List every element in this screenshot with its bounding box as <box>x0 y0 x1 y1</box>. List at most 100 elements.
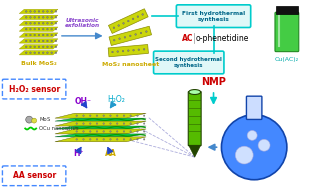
Circle shape <box>47 34 49 36</box>
Circle shape <box>76 139 78 140</box>
Text: NMP: NMP <box>201 77 226 87</box>
Text: AA: AA <box>105 149 116 158</box>
Circle shape <box>142 14 144 15</box>
Circle shape <box>258 139 270 151</box>
Circle shape <box>42 34 44 36</box>
Circle shape <box>130 123 132 124</box>
Circle shape <box>47 11 49 12</box>
Circle shape <box>55 11 57 12</box>
Circle shape <box>42 40 44 42</box>
Circle shape <box>119 38 120 40</box>
Circle shape <box>25 11 27 12</box>
Circle shape <box>130 131 132 132</box>
Circle shape <box>55 16 57 18</box>
Circle shape <box>51 11 53 12</box>
Circle shape <box>25 16 27 18</box>
Circle shape <box>51 22 53 24</box>
Circle shape <box>26 116 33 123</box>
Circle shape <box>42 22 44 24</box>
Polygon shape <box>19 39 58 43</box>
Polygon shape <box>19 9 58 14</box>
Circle shape <box>38 11 40 12</box>
Circle shape <box>42 28 44 30</box>
Circle shape <box>42 11 44 12</box>
Circle shape <box>76 115 78 117</box>
Circle shape <box>127 20 129 22</box>
Circle shape <box>38 52 40 54</box>
Text: Second hydrothermal
synthesis: Second hydrothermal synthesis <box>155 57 222 68</box>
Circle shape <box>127 50 129 52</box>
Circle shape <box>96 123 98 124</box>
Circle shape <box>143 139 145 140</box>
Circle shape <box>96 131 98 132</box>
Circle shape <box>137 131 138 132</box>
FancyBboxPatch shape <box>188 91 201 146</box>
Circle shape <box>235 146 253 164</box>
Circle shape <box>143 115 145 117</box>
Circle shape <box>29 22 31 24</box>
Circle shape <box>129 35 131 37</box>
Circle shape <box>55 46 57 48</box>
FancyBboxPatch shape <box>153 51 224 74</box>
Polygon shape <box>19 15 58 19</box>
Circle shape <box>42 16 44 18</box>
Circle shape <box>55 34 57 36</box>
Circle shape <box>29 28 31 30</box>
Text: H⁺: H⁺ <box>74 149 84 158</box>
Circle shape <box>83 115 84 117</box>
Circle shape <box>89 131 91 132</box>
Text: OCu nanowires: OCu nanowires <box>39 126 79 131</box>
Text: S: S <box>47 117 50 122</box>
Circle shape <box>117 51 119 53</box>
Circle shape <box>55 52 57 54</box>
Text: o-phenetidine: o-phenetidine <box>196 34 249 43</box>
Text: H₂O₂: H₂O₂ <box>107 95 125 104</box>
Circle shape <box>29 40 31 42</box>
Circle shape <box>113 27 115 29</box>
Circle shape <box>38 16 40 18</box>
FancyBboxPatch shape <box>246 96 262 119</box>
Circle shape <box>137 16 139 18</box>
Polygon shape <box>55 113 146 118</box>
Circle shape <box>146 31 147 33</box>
Circle shape <box>112 51 113 53</box>
Circle shape <box>47 40 49 42</box>
Circle shape <box>123 123 125 124</box>
Circle shape <box>130 115 132 117</box>
Circle shape <box>25 28 27 30</box>
Circle shape <box>143 123 145 124</box>
FancyBboxPatch shape <box>176 5 251 27</box>
Circle shape <box>47 16 49 18</box>
Circle shape <box>110 139 111 140</box>
Circle shape <box>38 22 40 24</box>
Circle shape <box>137 139 138 140</box>
Circle shape <box>110 123 111 124</box>
Circle shape <box>29 16 31 18</box>
Circle shape <box>138 49 140 51</box>
Circle shape <box>124 36 126 38</box>
Circle shape <box>110 131 111 132</box>
Circle shape <box>42 46 44 48</box>
Circle shape <box>29 52 31 54</box>
Polygon shape <box>55 118 146 121</box>
Polygon shape <box>19 33 58 37</box>
Circle shape <box>38 28 40 30</box>
Circle shape <box>51 16 53 18</box>
Polygon shape <box>19 27 58 31</box>
Circle shape <box>25 22 27 24</box>
Circle shape <box>32 118 37 123</box>
Circle shape <box>47 22 49 24</box>
Text: AA sensor: AA sensor <box>12 171 56 180</box>
Circle shape <box>38 46 40 48</box>
Circle shape <box>34 34 36 36</box>
Circle shape <box>123 131 125 132</box>
FancyBboxPatch shape <box>275 12 299 52</box>
Polygon shape <box>189 145 201 157</box>
Circle shape <box>38 34 40 36</box>
Circle shape <box>118 25 120 26</box>
Circle shape <box>47 52 49 54</box>
Circle shape <box>123 139 125 140</box>
Circle shape <box>137 123 138 124</box>
Circle shape <box>83 139 84 140</box>
Polygon shape <box>55 121 146 126</box>
